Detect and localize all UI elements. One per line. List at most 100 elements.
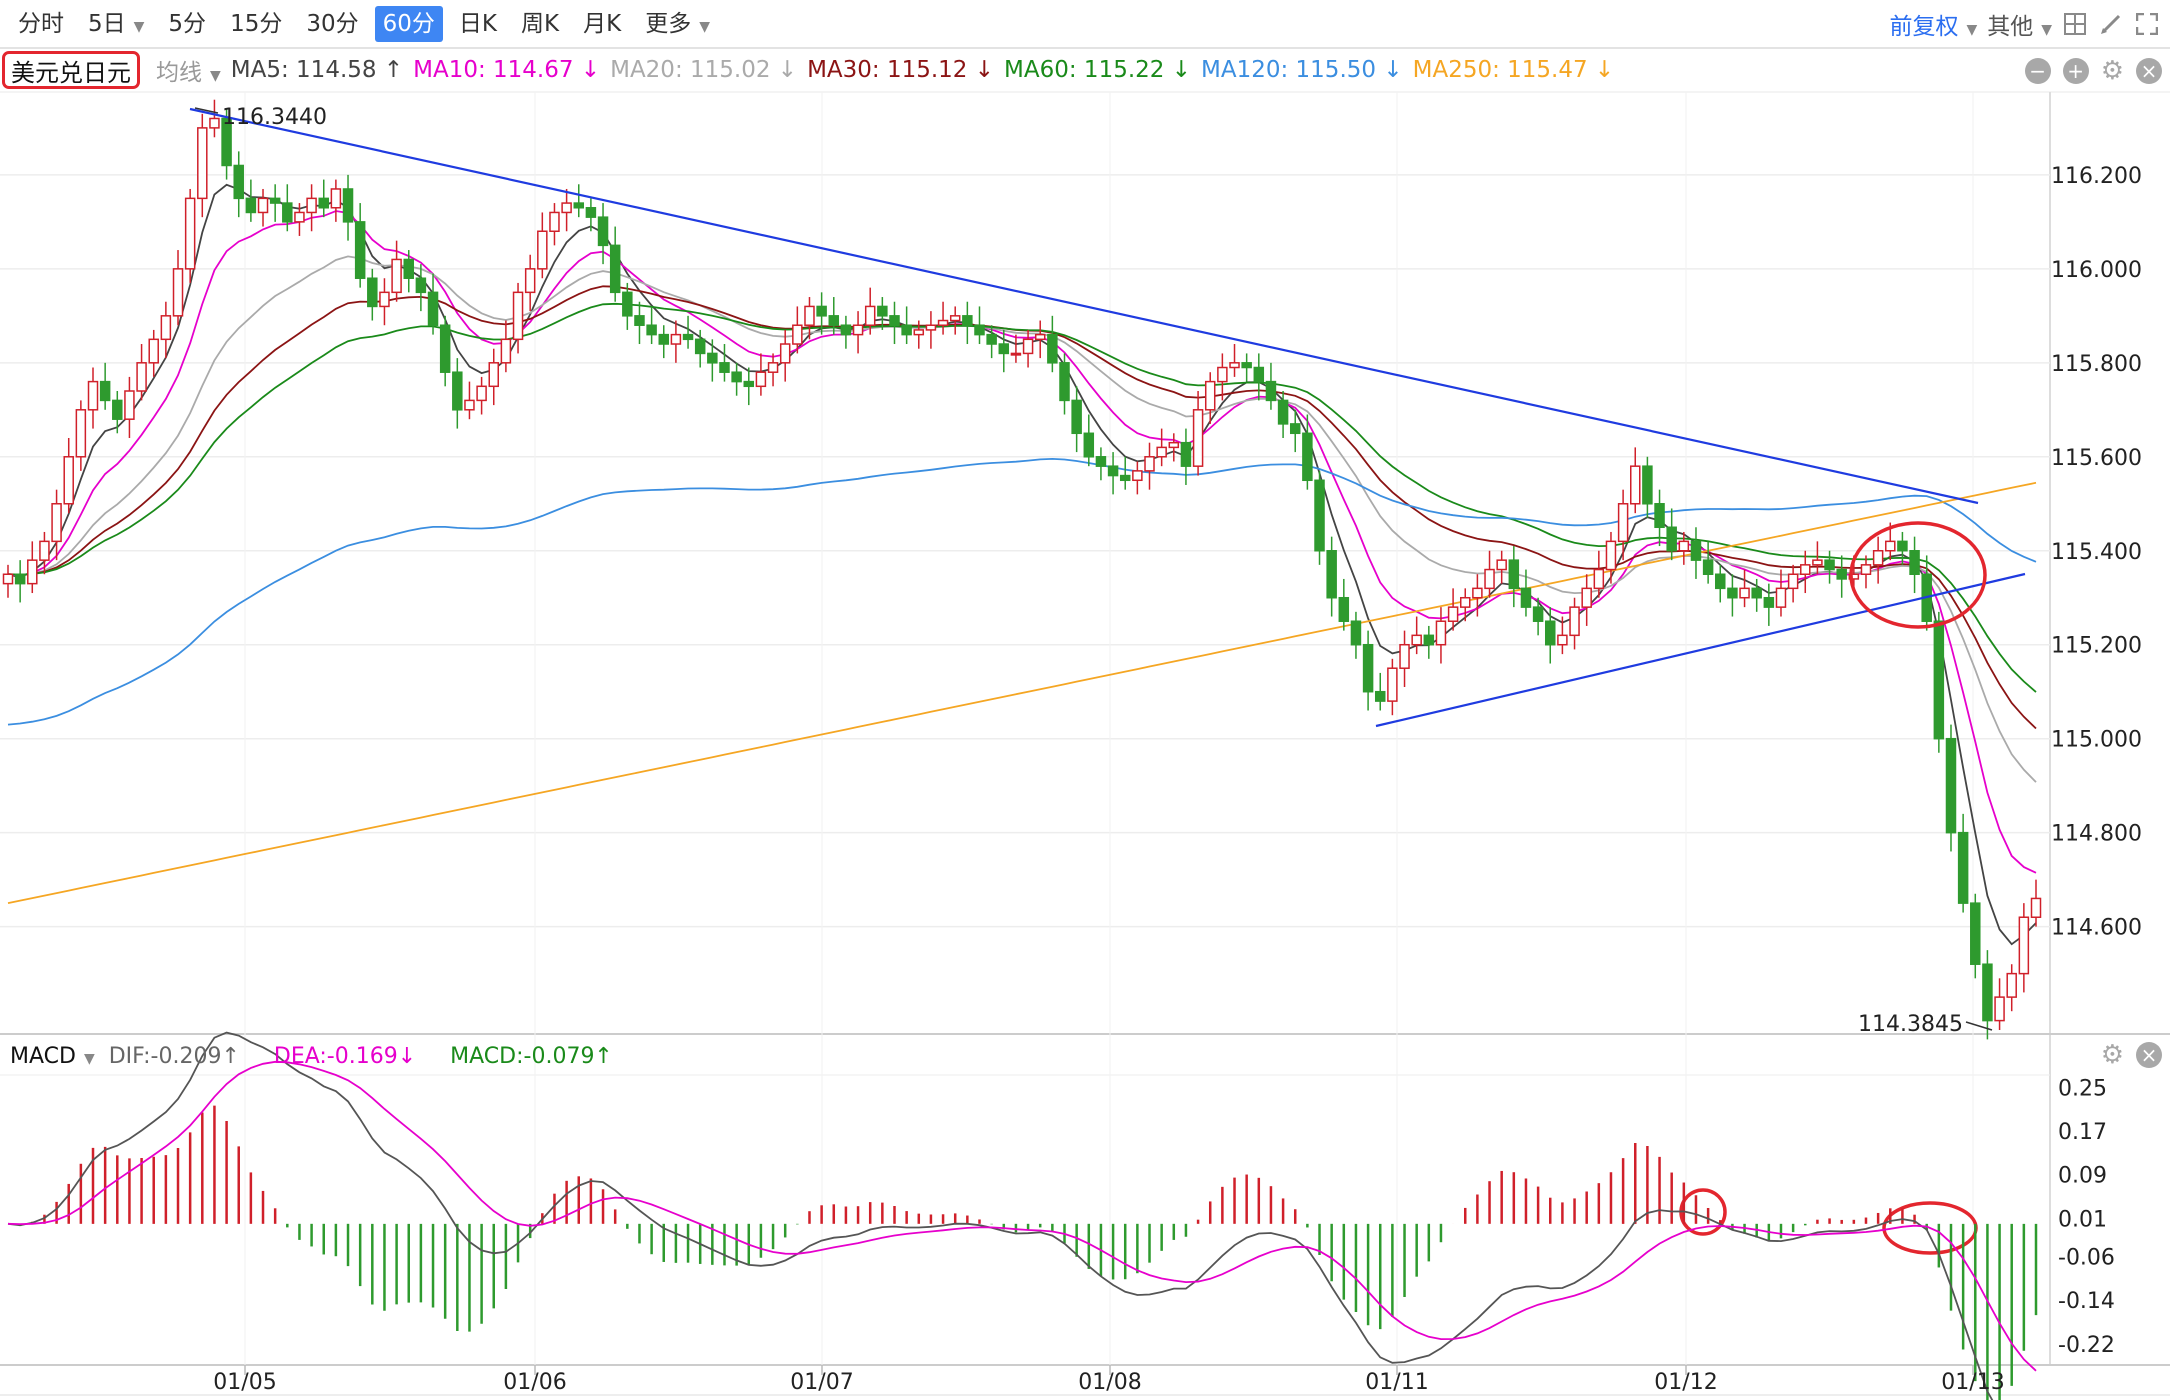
tab-monthly-k[interactable]: 月K (583, 11, 622, 37)
tab-5min[interactable]: 5分 (168, 11, 207, 37)
candle (1520, 569, 1532, 617)
plus-icon[interactable]: + (2062, 58, 2089, 84)
extreme-annotations: 116.3440 114.3845 (194, 105, 1993, 1037)
candle (670, 320, 682, 363)
candle (1472, 574, 1483, 617)
ma250-label: MA250: 115.47 ↓ (1412, 57, 1615, 83)
macd-indicator-dropdown[interactable]: MACD ▼ (10, 1043, 95, 1069)
candle (197, 113, 208, 218)
price-axis: 116.200 116.000 115.800 115.600 115.400 115.2… (2051, 164, 2142, 941)
macd-chart: 0.25 0.17 0.09 0.01 -0.06 -0.14 -0.22 (7, 1031, 2115, 1400)
macd-legend: MACD ▼ DIF:-0.209↑ DEA:-0.169↓ MACD:-0.07… (0, 1038, 613, 1074)
grid (0, 92, 2050, 1365)
tab-60min[interactable]: 60分 (374, 6, 443, 42)
candle (1909, 536, 1920, 594)
candle (1071, 386, 1082, 453)
tab-more[interactable]: 更多 ▼ (645, 11, 710, 37)
ma30-line (7, 285, 2037, 730)
grid-layout-icon[interactable] (2062, 11, 2088, 37)
candle (901, 306, 912, 345)
macd-tick: 0.01 (2058, 1207, 2107, 1232)
candle (998, 329, 1010, 373)
candle (682, 315, 694, 349)
close-icon[interactable]: × (2136, 58, 2162, 84)
candle (318, 179, 329, 218)
candle (889, 301, 900, 345)
tab-daily-k[interactable]: 日K (458, 11, 497, 37)
tab-weekly-k[interactable]: 周K (521, 11, 560, 37)
symbol-name[interactable]: 美元兑日元 (2, 51, 140, 89)
candle (646, 306, 657, 345)
candle (1435, 607, 1447, 664)
price-tick: 116.200 (2051, 164, 2142, 189)
candle (1229, 344, 1240, 377)
candle (694, 329, 706, 368)
candle (391, 240, 402, 302)
candle (1763, 583, 1775, 626)
candle (1119, 456, 1131, 490)
candle (1411, 616, 1422, 655)
tab-30min[interactable]: 30分 (306, 11, 359, 37)
price-tick: 115.600 (2051, 446, 2142, 471)
price-tick: 116.000 (2051, 258, 2142, 283)
ma20-label: MA20: 115.02 ↓ (610, 57, 798, 83)
other-dropdown[interactable]: 其他 ▼ (1987, 14, 2052, 40)
close-icon[interactable]: × (2136, 1042, 2162, 1068)
candle (2, 564, 14, 598)
candle (852, 311, 864, 354)
candle (1800, 550, 1811, 594)
candle (1192, 391, 1204, 476)
candle (1581, 574, 1592, 626)
candle (1204, 372, 1216, 424)
candle (2030, 879, 2042, 927)
candle (1047, 315, 1058, 373)
candle (439, 315, 451, 387)
candle (1496, 550, 1507, 584)
draw-pen-icon[interactable] (2098, 11, 2124, 37)
candle (1897, 531, 1908, 565)
tab-fenshi[interactable]: 分时 (18, 11, 64, 37)
tab-15min[interactable]: 15分 (230, 11, 283, 37)
candle (500, 320, 512, 373)
chevron-down-icon: ▼ (133, 19, 145, 35)
candle (658, 325, 670, 359)
ma-style-dropdown[interactable]: 均线 ▼ (156, 60, 221, 86)
price-tick: 114.800 (2051, 822, 2142, 847)
price-tick: 114.600 (2051, 916, 2142, 941)
candle (1727, 574, 1738, 617)
candle (1715, 564, 1726, 603)
candle (1642, 456, 1653, 518)
candle (1702, 541, 1714, 584)
price-tick: 115.400 (2051, 540, 2142, 565)
candle (1751, 578, 1762, 612)
ma-legend: 美元兑日元 均线 ▼ MA5: 114.58 ↑ MA10: 114.67 ↓ M… (0, 48, 2170, 92)
candle (87, 367, 99, 429)
candle (1423, 625, 1435, 659)
gear-icon[interactable]: ⚙ (2100, 1040, 2124, 1070)
candle (1277, 391, 1289, 438)
candle (1678, 531, 1690, 565)
candle (779, 329, 791, 382)
candle (1994, 978, 2005, 1030)
minus-icon[interactable]: − (2024, 58, 2051, 84)
candle (1787, 564, 1799, 603)
high-annotation-arrow (194, 107, 219, 114)
candle (731, 362, 742, 396)
tab-5day[interactable]: 5日 ▼ (88, 11, 145, 37)
candle (1690, 527, 1702, 579)
candle (1532, 597, 1544, 636)
adjust-dropdown[interactable]: 前复权 ▼ (1889, 14, 1978, 40)
candle (282, 184, 293, 232)
candle (767, 353, 779, 387)
ma60-line (7, 302, 2037, 693)
candle (1168, 433, 1180, 462)
gear-icon[interactable]: ⚙ (2100, 56, 2124, 86)
chevron-down-icon: ▼ (699, 19, 710, 35)
time-tick: 01/06 (503, 1370, 566, 1395)
fullscreen-icon[interactable] (2134, 11, 2160, 37)
ma60-label: MA60: 115.22 ↓ (1004, 57, 1191, 83)
dif-label: DIF:-0.209↑ (108, 1043, 240, 1069)
candle (1860, 555, 1872, 589)
